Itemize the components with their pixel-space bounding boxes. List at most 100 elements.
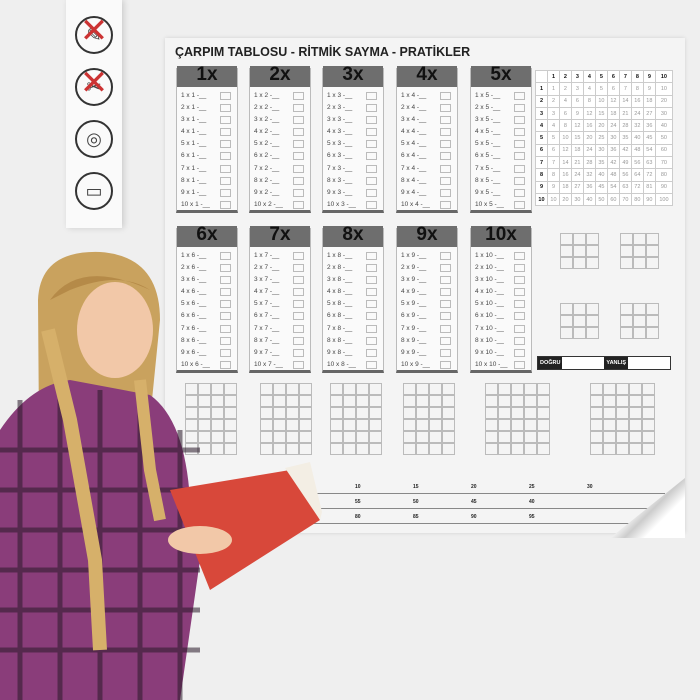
table-row: 8 x 6 -__	[177, 335, 237, 347]
answer-box	[514, 140, 525, 149]
table-header: 5x	[471, 65, 531, 87]
answer-box	[514, 324, 525, 333]
number-label: 10	[355, 484, 361, 490]
answer-box	[514, 360, 525, 369]
answer-box	[514, 152, 525, 161]
table-row: 10 x 4 -__	[397, 199, 457, 211]
times-table: 5x 1 x 5 -__ 2 x 5 -__ 3 x 5 -__ 4 x 5 -__ 5 …	[470, 65, 532, 213]
practice-cell	[286, 431, 299, 443]
answer-box	[220, 348, 231, 357]
practice-cell	[633, 303, 646, 315]
practice-cell	[429, 419, 442, 431]
answer-box	[514, 300, 525, 309]
score-box: DOĞRU YANLIŞ	[537, 356, 671, 370]
answer-box	[293, 360, 304, 369]
table-header: 10x	[471, 225, 531, 247]
table-row: 5 x 6 -__	[177, 298, 237, 310]
practice-cell	[560, 245, 573, 257]
times-table: 4x 1 x 4 -__ 2 x 4 -__ 3 x 4 -__ 4 x 4 -__ 5 …	[396, 65, 458, 213]
practice-cells	[485, 383, 550, 455]
practice-cell	[524, 407, 537, 419]
answer-box	[293, 152, 304, 161]
table-row: 3 x 9 -__	[397, 274, 457, 286]
practice-cell	[224, 419, 237, 431]
practice-cell	[330, 383, 343, 395]
practice-cell	[603, 419, 616, 431]
face	[77, 282, 153, 378]
number-label: 95	[529, 514, 535, 520]
practice-cell	[356, 395, 369, 407]
table-row: 5 x 1 -__	[177, 138, 237, 150]
practice-cell	[416, 419, 429, 431]
grid-cell: 21	[570, 156, 584, 170]
practice-cell	[356, 443, 369, 455]
table-row: 10 x 3 -__	[323, 199, 383, 211]
table-row: 2 x 1 -__	[177, 102, 237, 114]
practice-cells	[330, 383, 382, 455]
table-row: 7 x 6 -__	[177, 323, 237, 335]
table-row: 1 x 9 -__	[397, 250, 457, 262]
practice-cell	[616, 407, 629, 419]
practice-cell	[573, 327, 586, 339]
table-row: 1 x 5 -__	[471, 90, 531, 102]
practice-cell	[273, 395, 286, 407]
practice-cell	[211, 443, 224, 455]
practice-cell	[485, 407, 498, 419]
answer-box	[220, 104, 231, 113]
answer-box	[514, 92, 525, 100]
practice-cell	[646, 257, 659, 269]
practice-cell	[629, 383, 642, 395]
practice-cell	[603, 431, 616, 443]
practice-cell	[616, 443, 629, 455]
table-row: 1 x 7 -__	[250, 250, 310, 262]
table-row: 7 x 5 -__	[471, 163, 531, 175]
answer-box	[293, 92, 304, 100]
practice-cell	[616, 383, 629, 395]
table-row: 7 x 9 -__	[397, 323, 457, 335]
grid-header-cell: 10	[654, 69, 674, 84]
practice-cells	[560, 303, 599, 339]
practice-cell	[356, 407, 369, 419]
table-row: 10 x 5 -__	[471, 199, 531, 211]
practice-cell	[224, 407, 237, 419]
grid-cell: 100	[654, 192, 674, 207]
grid-cell: 6	[546, 143, 560, 158]
table-row: 10 x 1 -__	[177, 199, 237, 211]
practice-cell	[273, 419, 286, 431]
practice-cell	[343, 383, 356, 395]
grid-cell: 70	[654, 156, 674, 170]
practice-cell	[260, 443, 273, 455]
answer-box	[514, 164, 525, 173]
answer-box	[366, 176, 377, 185]
answer-box	[366, 92, 377, 100]
practice-cell	[429, 443, 442, 455]
red-book	[170, 470, 320, 590]
practice-cell	[560, 327, 573, 339]
answer-box	[514, 128, 525, 137]
answer-box	[514, 116, 525, 125]
practice-cell	[185, 407, 198, 419]
practice-cells	[620, 233, 659, 269]
answer-box	[440, 360, 451, 369]
table-header: 7x	[250, 225, 310, 247]
answer-box	[366, 200, 377, 209]
practice-cell	[211, 383, 224, 395]
grid-cell: 36	[642, 119, 656, 133]
practice-cell	[511, 431, 524, 443]
practice-cell	[485, 431, 498, 443]
table-row: 2 x 9 -__	[397, 262, 457, 274]
answer-box	[440, 128, 451, 137]
answer-box	[440, 276, 451, 285]
practice-cell	[429, 407, 442, 419]
table-row: 2 x 6 -__	[177, 262, 237, 274]
practice-cell	[286, 383, 299, 395]
answer-box	[220, 288, 231, 297]
practice-cell	[416, 383, 429, 395]
answer-box	[293, 104, 304, 113]
braid	[41, 328, 107, 651]
answer-box	[220, 300, 231, 309]
practice-cell	[369, 443, 382, 455]
answer-box	[220, 252, 231, 260]
practice-cell	[198, 383, 211, 395]
table-row: 9 x 1 -__	[177, 187, 237, 199]
